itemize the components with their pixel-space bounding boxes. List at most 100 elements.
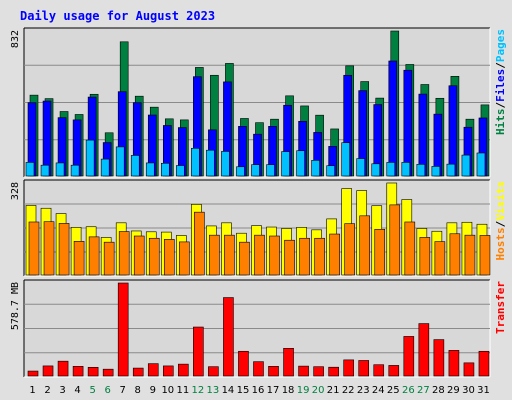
bar-transfer-day-16 (253, 361, 264, 377)
bar-pages-day-7 (115, 146, 125, 177)
bar-hosts-day-9 (148, 237, 160, 276)
bar-pages-day-24 (371, 163, 381, 177)
bar-files-day-26 (403, 69, 413, 177)
x-tick-label-day-18: 18 (282, 385, 295, 396)
bar-pages-day-29 (446, 163, 456, 177)
x-tick-label-day-29: 29 (447, 385, 460, 396)
bar-hosts-day-2 (43, 221, 55, 276)
bar-hosts-day-14 (224, 234, 235, 276)
bar-pages-day-30 (461, 154, 471, 177)
x-tick-label-day-31: 31 (477, 385, 490, 396)
x-tick-label-day-20: 20 (312, 385, 325, 396)
legend-separator: / (494, 62, 507, 69)
bar-pages-day-21 (326, 165, 335, 177)
x-tick-label-day-1: 1 (29, 385, 35, 396)
bar-pages-day-28 (431, 166, 441, 177)
bar-files-day-25 (388, 60, 398, 177)
bar-hosts-day-28 (434, 241, 446, 276)
x-tick-label-day-12: 12 (192, 385, 205, 396)
bar-hosts-day-26 (404, 221, 416, 276)
bar-hosts-day-29 (449, 233, 461, 276)
bar-hosts-day-30 (464, 234, 476, 276)
x-tick-label-day-19: 19 (297, 385, 310, 396)
x-tick-label-day-16: 16 (252, 385, 265, 396)
bar-transfer-day-14 (223, 297, 234, 377)
y-max-label: 832 (10, 30, 21, 48)
bar-transfer-day-8 (132, 367, 144, 377)
bar-hosts-day-21 (329, 233, 340, 276)
x-tick-label-day-4: 4 (74, 385, 80, 396)
y-max-label: 578.7 MB (10, 282, 21, 330)
bar-hosts-day-4 (73, 241, 85, 276)
bar-hosts-day-5 (88, 236, 100, 276)
bar-pages-day-25 (386, 162, 396, 177)
bar-pages-day-16 (251, 164, 260, 177)
x-tick-label-day-23: 23 (357, 385, 370, 396)
bar-transfer-day-22 (343, 359, 354, 377)
bar-transfer-day-9 (147, 363, 159, 377)
bar-transfer-day-31 (478, 350, 490, 377)
legend-separator: / (494, 220, 507, 227)
x-tick-label-day-2: 2 (44, 385, 50, 396)
legend-separator: / (494, 102, 507, 109)
bar-files-day-27 (418, 93, 428, 177)
bar-transfer-day-2 (42, 365, 54, 377)
x-tick-label-day-25: 25 (387, 385, 400, 396)
bar-pages-day-18 (281, 151, 290, 177)
chart-title: Daily usage for August 2023 (20, 9, 215, 23)
bar-transfer-day-30 (463, 362, 475, 377)
x-tick-label-day-24: 24 (372, 385, 385, 396)
x-tick-label-day-14: 14 (222, 385, 235, 396)
bar-hosts-day-15 (239, 241, 250, 276)
bar-transfer-day-10 (162, 365, 174, 377)
bar-transfer-day-18 (283, 347, 294, 377)
bar-hosts-day-18 (284, 239, 295, 276)
x-tick-label-day-17: 17 (267, 385, 280, 396)
bar-pages-day-1 (25, 162, 35, 177)
bar-hosts-day-10 (163, 239, 175, 276)
legend-transfer: Transfer (494, 281, 507, 334)
bar-hosts-day-20 (314, 237, 325, 276)
bar-hosts-day-27 (419, 237, 431, 276)
bar-transfer-day-6 (102, 368, 114, 377)
bar-hosts-day-24 (374, 228, 386, 276)
bar-hosts-day-23 (359, 215, 371, 276)
bar-hosts-day-3 (58, 223, 70, 276)
bar-pages-day-13 (206, 149, 215, 177)
bar-pages-day-8 (130, 155, 140, 177)
x-tick-label-day-28: 28 (432, 385, 445, 396)
bar-transfer-day-19 (298, 365, 309, 377)
x-tick-label-day-10: 10 (161, 385, 174, 396)
legend-files: Files (494, 69, 507, 102)
bar-pages-day-4 (70, 164, 80, 177)
bar-pages-day-12 (191, 147, 200, 177)
bar-transfer-day-7 (117, 282, 129, 377)
bar-pages-day-14 (221, 151, 230, 177)
y-max-label: 328 (10, 182, 21, 200)
bar-hosts-day-16 (254, 234, 265, 276)
x-tick-label-day-9: 9 (150, 385, 156, 396)
bar-pages-day-9 (145, 162, 155, 177)
bar-pages-day-31 (476, 152, 486, 177)
bar-hosts-day-8 (133, 235, 145, 276)
bar-pages-day-26 (401, 162, 411, 177)
bar-hosts-day-17 (269, 235, 280, 276)
bar-pages-day-11 (176, 165, 185, 177)
bar-files-day-29 (448, 85, 458, 177)
legend-pages: Pages (494, 29, 507, 62)
bar-hosts-day-7 (118, 231, 130, 276)
bar-transfer-day-26 (403, 336, 415, 377)
bar-hosts-day-1 (28, 221, 40, 276)
series-legend-label: Transfer (494, 281, 507, 334)
bar-transfer-day-28 (433, 339, 445, 377)
bar-transfer-day-25 (388, 365, 400, 377)
bar-transfer-day-1 (27, 370, 39, 377)
bar-files-day-2 (42, 100, 52, 177)
bar-hosts-day-31 (479, 235, 491, 276)
bar-hosts-day-11 (179, 241, 190, 276)
bar-pages-day-15 (236, 166, 245, 177)
x-tick-label-day-11: 11 (176, 385, 189, 396)
legend-visits: Visits (494, 181, 507, 221)
bar-pages-day-20 (311, 160, 320, 177)
series-legend-label: Hosts/Visits (494, 181, 507, 261)
